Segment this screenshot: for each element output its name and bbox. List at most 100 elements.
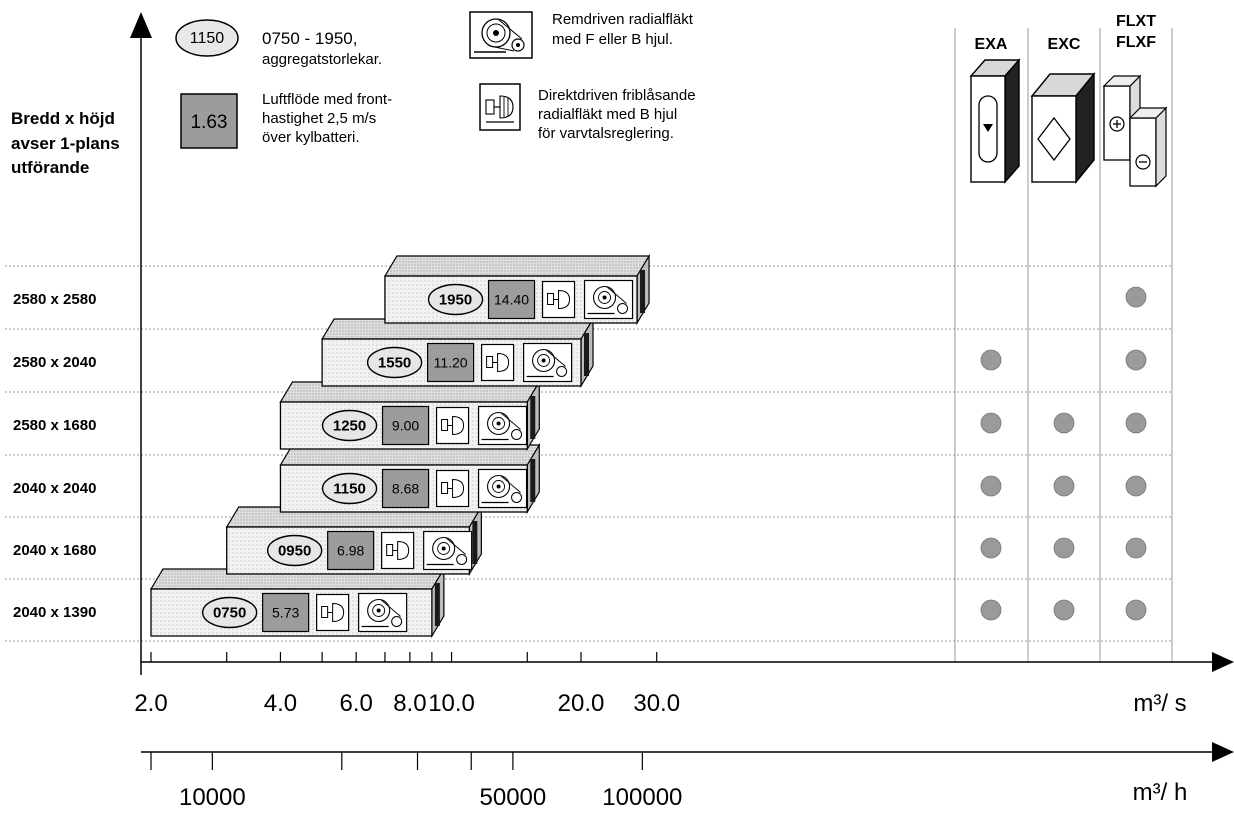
box-side-opening — [472, 521, 478, 564]
size-code-ellipse — [321, 409, 378, 442]
icon-belt — [500, 412, 521, 430]
belt-driven-fan-icon — [523, 342, 573, 383]
box-top-face — [383, 255, 651, 277]
icon-fan-ring — [592, 285, 617, 310]
size-code-ellipse — [366, 346, 423, 379]
icon-belt — [545, 349, 566, 367]
x-axis-m3s: 2.0 4.0 6.0 8.0 10.0 20.0 30.0 — [134, 652, 1234, 717]
column-header-exc: EXC — [1048, 36, 1081, 53]
column-separators — [954, 28, 1173, 662]
legend-direct-line3: för varvtalsreglering. — [538, 125, 674, 142]
exa-unit-icon — [969, 58, 1021, 184]
flow-value-label: 6.98 — [337, 543, 364, 559]
icon-motor — [321, 606, 329, 618]
icon-motor — [486, 356, 494, 368]
size-code-label: 1950 — [439, 292, 472, 309]
belt-driven-fan-icon — [477, 468, 528, 509]
size-code-ellipse — [266, 534, 323, 567]
size-box-1250: 1250 9.00 — [279, 379, 541, 452]
row-label: 2580 x 2580 — [13, 291, 96, 308]
direct-driven-fan-icon — [481, 343, 515, 382]
flow-value-label: 14.40 — [494, 292, 529, 308]
direct-driven-fan-icon — [316, 593, 350, 632]
row-label: 2040 x 1680 — [13, 542, 96, 559]
belt-driven-fan-icon — [358, 592, 408, 633]
icon-belt — [445, 537, 466, 555]
icon-fan-inner — [537, 354, 551, 367]
legend: 1150 0750 - 1950, aggregatstorlekar. 1.6… — [175, 11, 696, 149]
row-labels: 2580 x 2580 2580 x 2040 2580 x 1680 2040 x … — [13, 291, 96, 621]
size-code-label: 0750 — [213, 605, 246, 622]
x-axis-m3h-arrow — [1212, 742, 1234, 762]
direct-driven-fan-icon — [435, 469, 470, 508]
icon-motor — [547, 293, 555, 305]
availability-dot-flxt_flxf — [1125, 475, 1147, 497]
flow-value-box — [327, 530, 375, 571]
icon-pulley — [511, 492, 523, 503]
availability-dot-exc — [1053, 599, 1075, 621]
direct-driven-fan-icon — [541, 280, 576, 319]
icon-belt — [500, 475, 521, 493]
legend-flow-line3: över kylbatteri. — [262, 129, 360, 146]
icon-fan-inner — [492, 480, 506, 493]
row-label: 2040 x 1390 — [13, 604, 96, 621]
size-box-1950: 1950 14.40 — [383, 253, 651, 326]
legend-size-line2: aggregatstorlekar. — [262, 51, 382, 68]
x-axis-m3h-tick-label: 100000 — [602, 784, 682, 811]
box-side-opening — [640, 270, 646, 313]
icon-wheel — [332, 602, 345, 623]
icon-fan-ring — [432, 536, 456, 561]
size-boxes: 0750 5.73 0950 6.98 1150 8.68 1250 9.00 1550 11.2… — [149, 253, 651, 639]
row-label: 2580 x 2040 — [13, 354, 96, 371]
y-axis — [130, 12, 152, 675]
box-side-opening — [584, 333, 589, 376]
size-code-label: 1150 — [333, 481, 366, 498]
icon-pulley — [391, 616, 403, 627]
icon-pulley — [511, 429, 523, 440]
x-axis-m3s-tick-label: 4.0 — [264, 690, 297, 717]
column-header-exa: EXA — [975, 36, 1008, 53]
icon-fan-hub — [496, 484, 501, 489]
icon-belt — [380, 599, 401, 617]
icon-motor — [441, 482, 449, 494]
availability-dot-exa — [980, 475, 1002, 497]
legend-size-line1: 0750 - 1950, — [262, 29, 357, 48]
x-axis-m3s-tick-label: 20.0 — [558, 690, 605, 717]
belt-driven-fan-icon — [477, 405, 528, 446]
icon-wheel — [397, 540, 410, 561]
box-side-opening — [434, 583, 440, 626]
icon-fan-ring — [487, 474, 511, 499]
flow-value-label: 8.68 — [392, 481, 419, 497]
availability-dot-flxt_flxf — [1125, 349, 1147, 371]
icon-fan-inner — [372, 604, 386, 617]
direct-driven-fan-icon — [435, 406, 470, 445]
y-axis-title-2: avser 1-plans — [11, 134, 120, 153]
legend-direct-line2: radialfläkt med B hjul — [538, 106, 677, 123]
flow-value-box — [381, 405, 430, 446]
row-label: 2040 x 2040 — [13, 480, 96, 497]
availability-dot-flxt_flxf — [1125, 537, 1147, 559]
x-axis-m3s-arrow — [1212, 652, 1234, 672]
belt-driven-fan-icon — [583, 279, 634, 320]
size-code-label: 1250 — [333, 418, 366, 435]
icon-frame — [583, 279, 634, 320]
x-axis-m3s-tick-label: 30.0 — [633, 690, 680, 717]
legend-size-ellipse — [175, 19, 239, 57]
flow-value-label: 9.00 — [392, 418, 419, 434]
availability-dot-flxt_flxf — [1125, 286, 1147, 308]
icon-fan-ring — [367, 598, 391, 623]
direct-driven-fan-icon — [479, 83, 521, 131]
size-code-label: 1550 — [378, 355, 411, 372]
icon-fan-ring — [532, 348, 556, 373]
x-axis-m3h-tick-label: 10000 — [179, 784, 246, 811]
x-axis-m3s-unit: m³/ s — [1133, 690, 1186, 717]
flow-value-box — [427, 342, 475, 383]
flow-value-label: 11.20 — [434, 355, 468, 371]
icon-pulley — [456, 554, 468, 565]
icon-fan-inner — [492, 417, 506, 430]
box-side-opening — [530, 459, 536, 502]
icon-wheel — [558, 289, 571, 310]
availability-dot-exc — [1053, 537, 1075, 559]
legend-flow-box — [180, 93, 238, 149]
